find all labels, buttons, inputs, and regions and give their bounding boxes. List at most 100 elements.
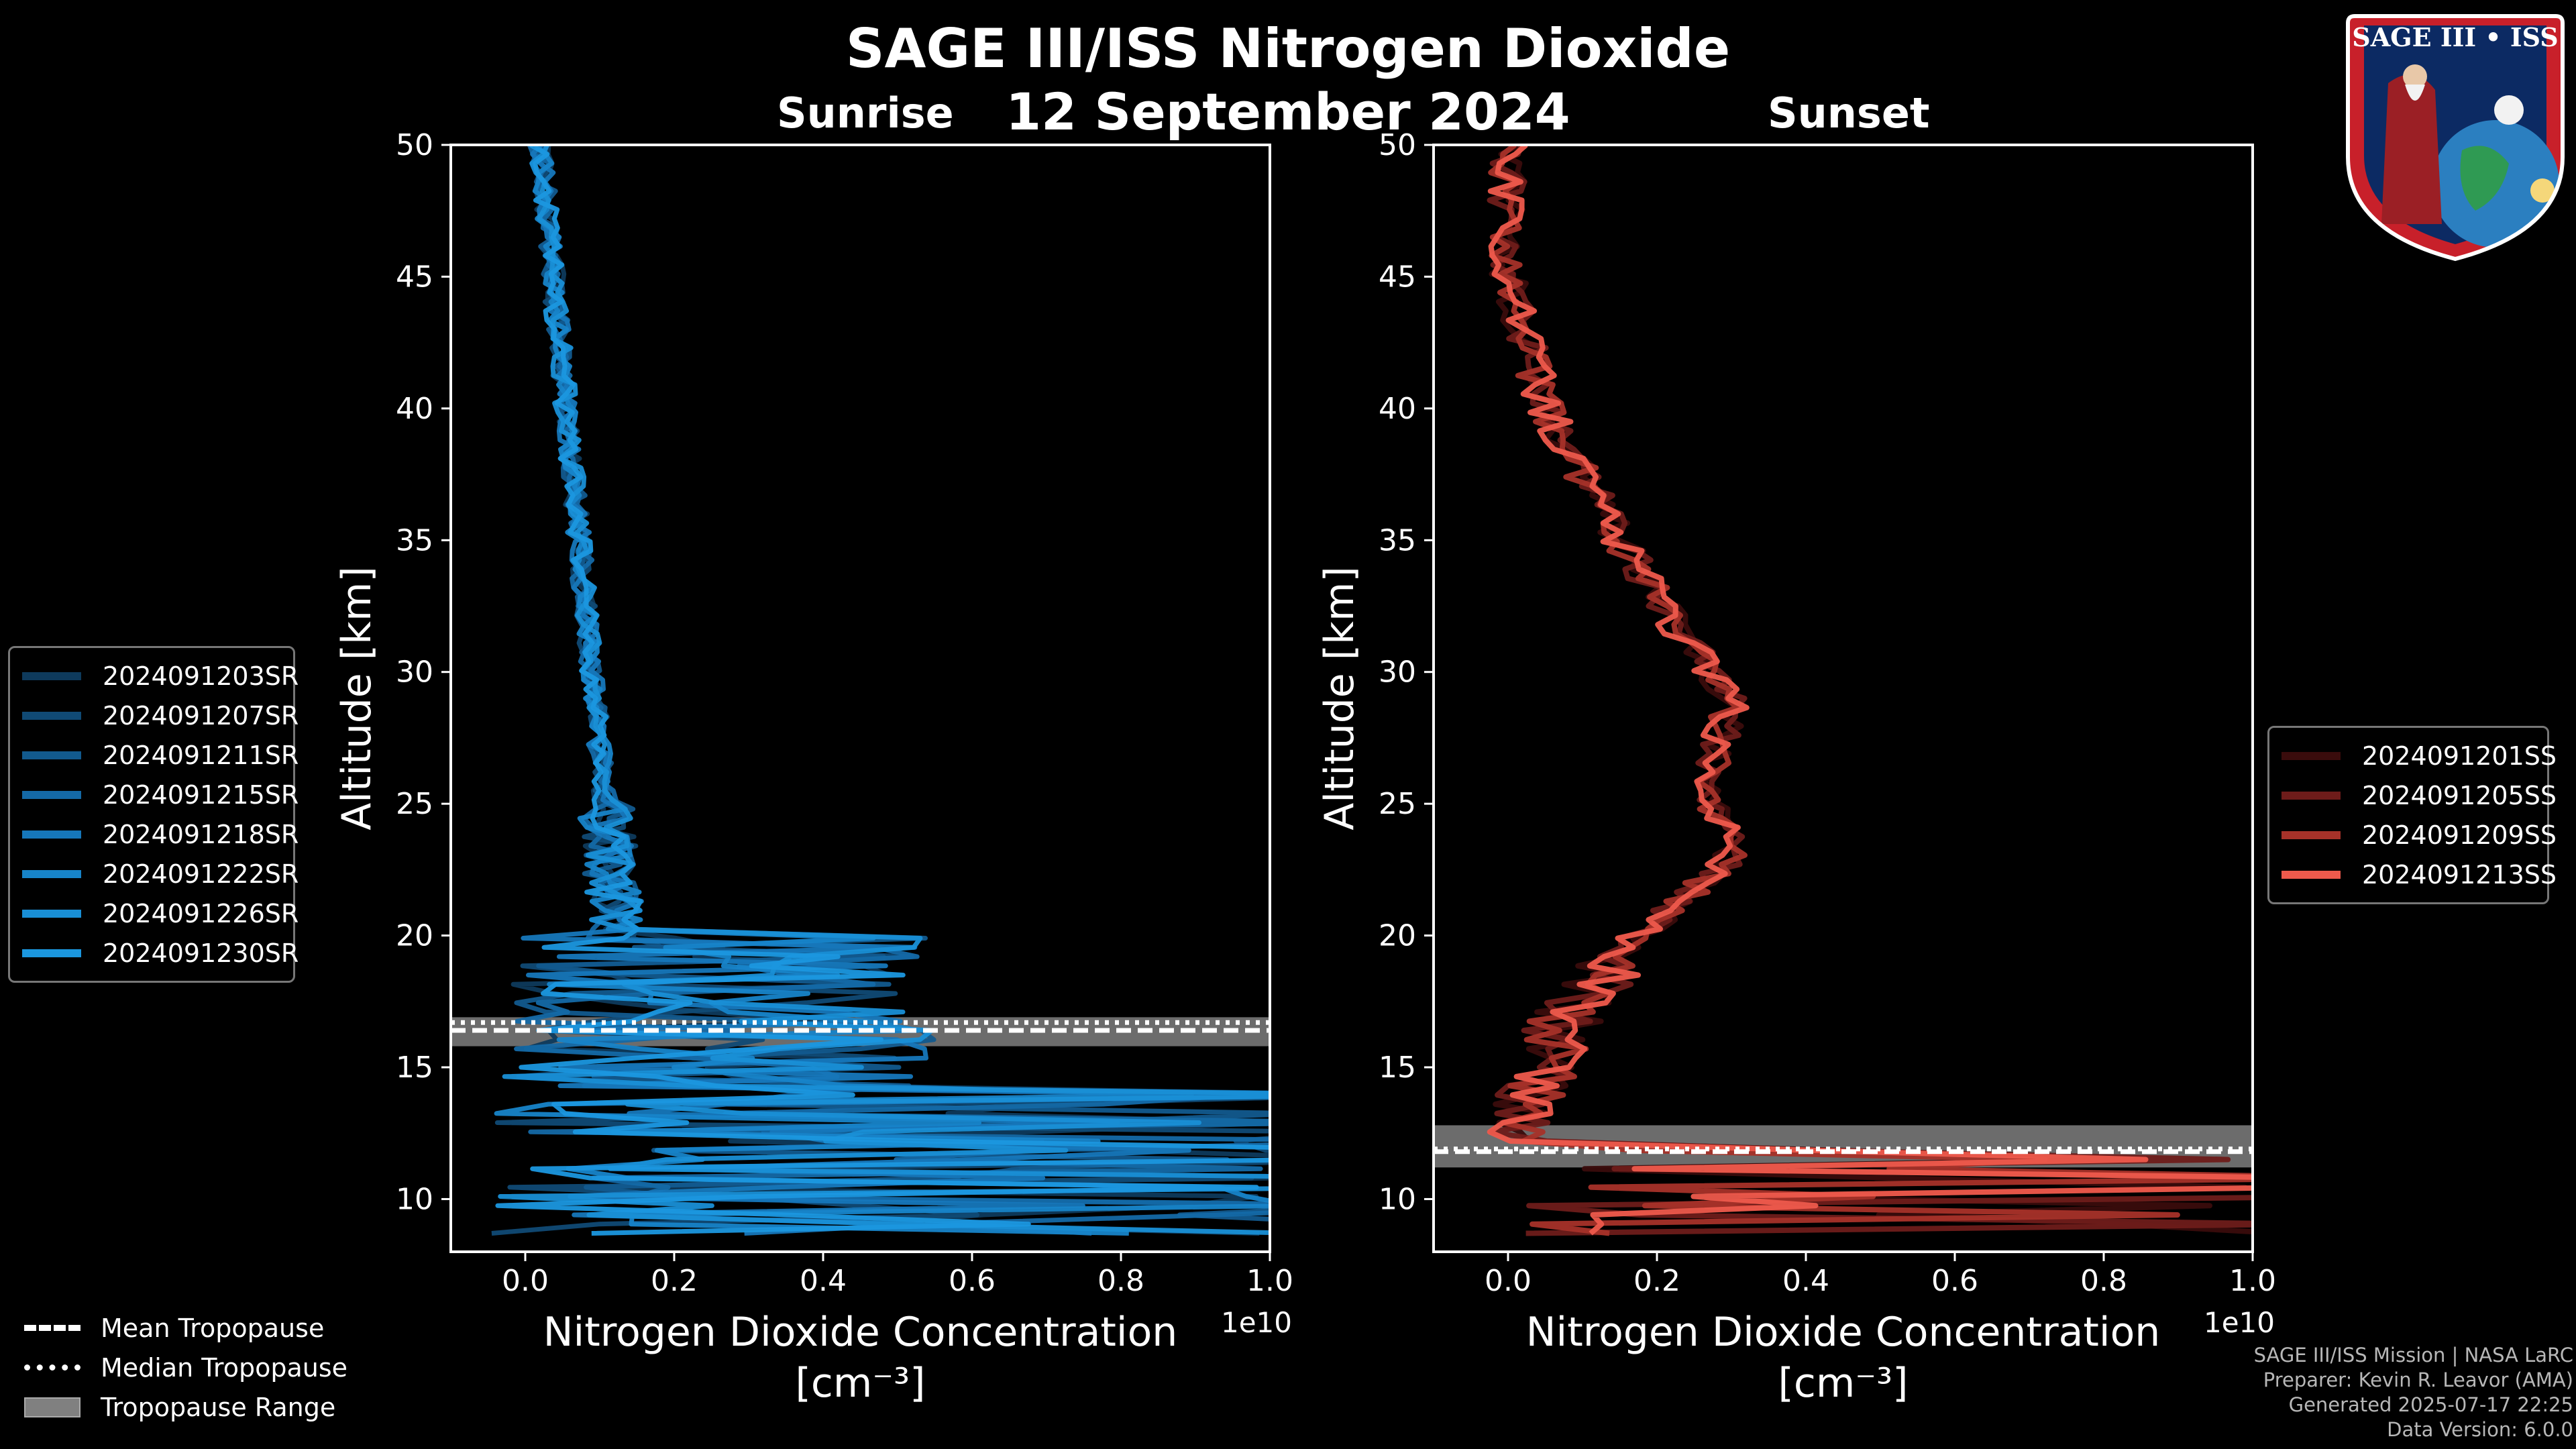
legend-label: 2024091230SR [103,938,299,968]
legend-swatch [22,751,81,759]
y-tick-label: 35 [1379,523,1416,557]
y-tick-label: 50 [396,128,433,162]
y-axis-label: Altitude [km] [1316,566,1363,830]
legend-label: 2024091218SR [103,819,299,849]
profile-line-2024091230SR [495,145,1270,1236]
legend-label: 2024091211SR [103,740,299,770]
sunrise-plot-frame [449,144,1271,1253]
x-tick-label: 0.8 [1097,1264,1144,1298]
legend-item: 2024091230SR [22,933,299,973]
y-tick-label: 20 [1379,919,1416,953]
legend-label: 2024091215SR [103,780,299,810]
legend-item: 2024091203SR [22,656,299,696]
x-tick-label: 0.6 [1931,1264,1978,1298]
y-tick-label: 25 [1379,787,1416,821]
legend-item: 2024091218SR [22,814,299,854]
legend-label: 2024091209SS [2362,820,2557,850]
y-tick-label: 15 [396,1051,433,1085]
legend-swatch [22,711,81,720]
legend-swatch [22,790,81,799]
credit-line: Preparer: Kevin R. Leavor (AMA) [2263,1368,2573,1391]
sunrise-plot-area [451,145,1270,1236]
dashed-line-swatch [24,1325,80,1331]
legend-swatch [22,869,81,878]
y-tick-label: 40 [1379,392,1416,426]
legend-swatch [2282,751,2341,760]
legend-item: 2024091226SR [22,894,299,933]
x-axis-unit: [cm⁻³] [796,1360,926,1407]
legend-label: 2024091201SS [2362,741,2557,771]
legend-item: 2024091207SR [22,696,299,735]
x-tick-label: 0.4 [800,1264,847,1298]
profile-line-2024091222SR [494,145,1270,1236]
legend-label: 2024091222SR [103,859,299,889]
x-tick-label: 0.0 [502,1264,549,1298]
legend-swatch [22,909,81,918]
legend-swatch [2282,791,2341,800]
legend-item: 2024091215SR [22,775,299,814]
y-tick-label: 10 [1379,1182,1416,1216]
x-tick-label: 1.0 [2229,1264,2276,1298]
y-tick-label: 35 [396,523,433,557]
x-tick-label: 0.8 [2080,1264,2127,1298]
profile-line-2024091209SS [1488,145,2253,1236]
y-tick-label: 45 [396,260,433,294]
sunrise-subtitle: Sunrise [777,89,954,138]
chart-date: 12 September 2024 [1006,82,1570,142]
y-tick-label: 10 [396,1182,433,1216]
legend-item: 2024091213SS [2282,855,2557,894]
legend-label: 2024091226SR [103,898,299,928]
y-tick-label: 45 [1379,260,1416,294]
x-tick-label: 0.0 [1485,1264,1532,1298]
legend-label: 2024091205SS [2362,780,2557,810]
profile-line-2024091213SS [1487,145,2253,1236]
sunset-plot-frame [1432,144,2254,1253]
sunset-subtitle: Sunset [1768,89,1930,138]
x-axis-unit: [cm⁻³] [1778,1360,1909,1407]
credit-line: SAGE III/ISS Mission | NASA LaRC [2253,1344,2573,1366]
legend-item: 2024091201SS [2282,736,2557,775]
y-tick-label: 25 [396,787,433,821]
x-tick-label: 0.2 [651,1264,698,1298]
sunrise-legend: 2024091203SR 2024091207SR 2024091211SR 2024… [8,646,299,983]
mean-tropopause-label: Mean Tropopause [101,1313,325,1343]
legend-swatch [22,830,81,839]
y-tick-label: 15 [1379,1051,1416,1085]
y-tick-label: 50 [1379,128,1416,162]
profile-line-2024091218SR [521,145,1270,1236]
x-tick-label: 1.0 [1246,1264,1293,1298]
legend-label: 2024091213SS [2362,859,2557,890]
sunrise-plot: 0.0 0.2 0.4 0.6 0.8 1.0 10 15 20 25 30 35 40 45 50 1e10… [333,128,1293,1407]
y-axis-label: Altitude [km] [333,566,380,830]
sage-iii-iss-mission-logo: SAGE III • ISS [2346,14,2565,262]
sunset-plot: 0.0 0.2 0.4 0.6 0.8 1.0 10 15 20 25 30 35 40 45 50 1e10… [1316,128,2276,1407]
x-multiplier-label: 1e10 [1221,1306,1292,1339]
dotted-line-swatch [24,1364,80,1371]
legend-item: 2024091211SR [22,735,299,775]
profile-line-2024091201SS [1489,145,2253,1235]
sunset-legend: 2024091201SS 2024091205SS 2024091209SS 2024… [2267,726,2557,904]
sunset-plot-area [1434,145,2253,1236]
legend-swatch [22,949,81,957]
tropopause-range-legend-item: Tropopause Range [24,1387,347,1427]
x-tick-label: 0.4 [1782,1264,1829,1298]
x-tick-label: 0.6 [949,1264,996,1298]
legend-swatch [2282,870,2341,879]
x-multiplier-label: 1e10 [2204,1306,2275,1339]
y-tick-label: 30 [396,655,433,690]
profile-line-2024091205SS [1487,145,2253,1236]
credit-line: Generated 2025-07-17 22:25 [2288,1393,2573,1416]
x-axis-label: Nitrogen Dioxide Concentration [1526,1309,2161,1356]
y-tick-label: 20 [396,919,433,953]
chart-title: SAGE III/ISS Nitrogen Dioxide [845,17,1731,80]
legend-label: 2024091203SR [103,661,299,691]
y-tick-label: 30 [1379,655,1416,690]
legend-item: 2024091209SS [2282,815,2557,855]
tropopause-range-label: Tropopause Range [101,1392,336,1422]
logo-text: SAGE III • ISS [2352,22,2558,52]
tropopause-legend: Mean Tropopause Median Tropopause Tropop… [24,1308,347,1427]
legend-item: 2024091205SS [2282,775,2557,815]
legend-swatch [2282,830,2341,839]
mean-tropopause-legend-item: Mean Tropopause [24,1308,347,1348]
